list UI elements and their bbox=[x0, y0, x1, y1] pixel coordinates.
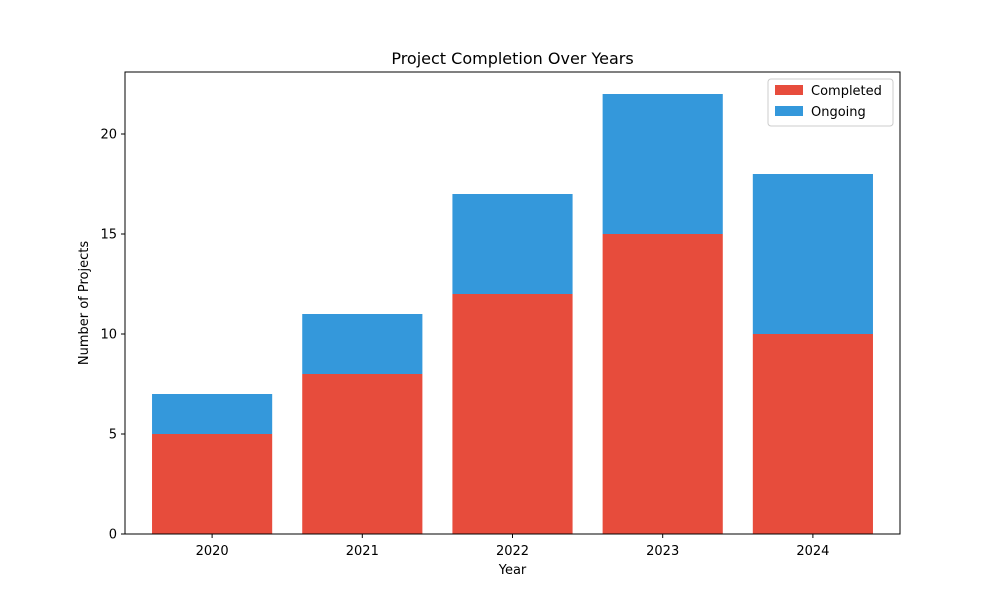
bar-completed-2024 bbox=[752, 334, 873, 534]
plot-frame bbox=[124, 71, 901, 535]
bar-completed-2021 bbox=[302, 374, 423, 534]
x-tick-label-2023: 2023 bbox=[646, 544, 679, 559]
x-tick-label-2024: 2024 bbox=[796, 544, 829, 559]
bar-completed-2022 bbox=[452, 294, 573, 534]
x-tick-label-2020: 2020 bbox=[196, 544, 229, 559]
x-tick-label-2022: 2022 bbox=[496, 544, 529, 559]
x-ticks-group: 2020 2021 2022 2023 2024 bbox=[196, 534, 829, 559]
bar-completed-2023 bbox=[602, 234, 723, 534]
legend-swatch-completed bbox=[775, 85, 803, 95]
bar-completed-2020 bbox=[152, 434, 273, 534]
legend-label-completed: Completed bbox=[811, 84, 882, 99]
y-ticks-group: 0 5 10 15 20 bbox=[100, 128, 125, 543]
y-tick-label: 5 bbox=[109, 428, 117, 443]
legend-swatch-ongoing bbox=[775, 106, 803, 116]
y-tick-label: 20 bbox=[100, 128, 117, 143]
bars-group bbox=[152, 94, 873, 534]
y-axis-title: Number of Projects bbox=[77, 241, 92, 365]
chart-title: Project Completion Over Years bbox=[391, 49, 633, 68]
bar-ongoing-2023 bbox=[602, 94, 723, 234]
legend: Completed Ongoing bbox=[767, 78, 894, 127]
bar-ongoing-2021 bbox=[302, 314, 423, 374]
bar-ongoing-2022 bbox=[452, 194, 573, 294]
y-tick-label: 0 bbox=[109, 528, 117, 543]
bar-ongoing-2024 bbox=[752, 174, 873, 334]
legend-label-ongoing: Ongoing bbox=[811, 105, 866, 120]
x-axis-title: Year bbox=[498, 563, 527, 578]
y-tick-label: 10 bbox=[100, 328, 117, 343]
x-tick-label-2021: 2021 bbox=[346, 544, 379, 559]
bar-ongoing-2020 bbox=[152, 394, 273, 434]
y-tick-label: 15 bbox=[100, 228, 117, 243]
